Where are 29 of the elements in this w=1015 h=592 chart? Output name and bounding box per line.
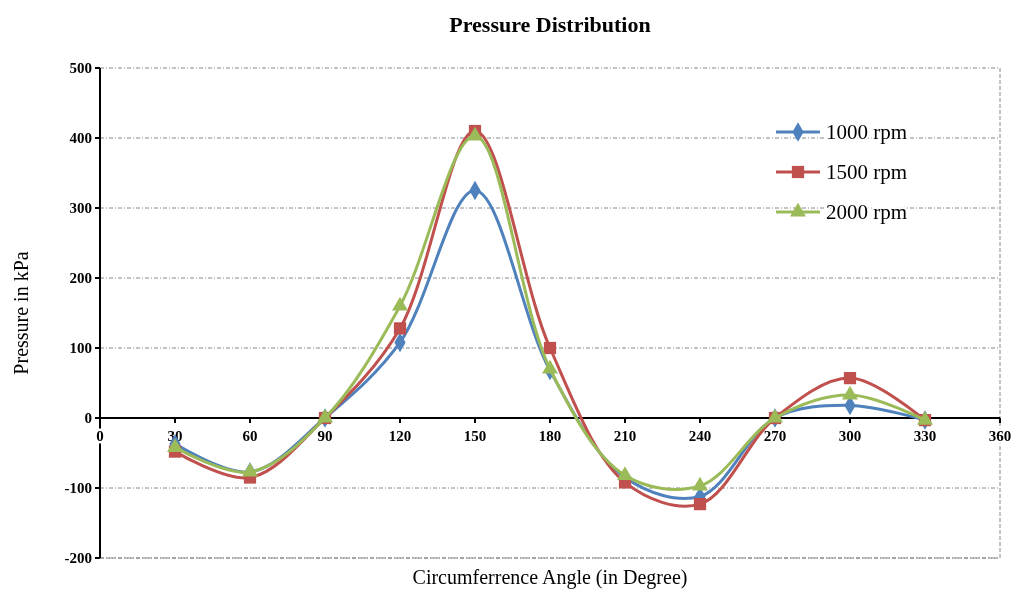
y-tick-label: 500 [69, 60, 92, 77]
x-tick-label: 90 [317, 428, 333, 444]
legend-label: 2000 rpm [826, 200, 908, 225]
y-tick-label: 200 [69, 270, 92, 287]
x-tick-label: 60 [242, 428, 258, 444]
x-axis-title: Circumferrence Angle (in Degree) [412, 566, 688, 589]
x-tick-label: 150 [463, 428, 487, 444]
y-tick-label: 100 [69, 340, 92, 357]
point [543, 341, 557, 355]
x-tick-label: 270 [763, 428, 787, 444]
y-tick-label: -100 [64, 480, 92, 497]
x-tick-label: 360 [988, 428, 1012, 444]
y-tick-label: 300 [69, 200, 92, 217]
point [693, 497, 707, 511]
x-tick-label: 120 [388, 428, 412, 444]
x-tick-label: 330 [913, 428, 937, 444]
y-tick-label: -200 [64, 550, 92, 567]
point [393, 322, 407, 335]
y-axis-title: Pressure in kPa [10, 251, 32, 375]
point [843, 371, 857, 385]
y-tick-label: 400 [69, 130, 92, 147]
x-tick-label: 210 [613, 428, 637, 444]
y-tick-label: 0 [84, 410, 92, 427]
legend-label: 1500 rpm [826, 160, 908, 185]
legend-label: 1000 rpm [826, 120, 908, 145]
x-tick-label: 240 [688, 428, 712, 444]
chart-title: Pressure Distribution [449, 12, 651, 37]
x-tick-label: 180 [538, 428, 562, 444]
x-tick-label: 300 [838, 428, 862, 444]
